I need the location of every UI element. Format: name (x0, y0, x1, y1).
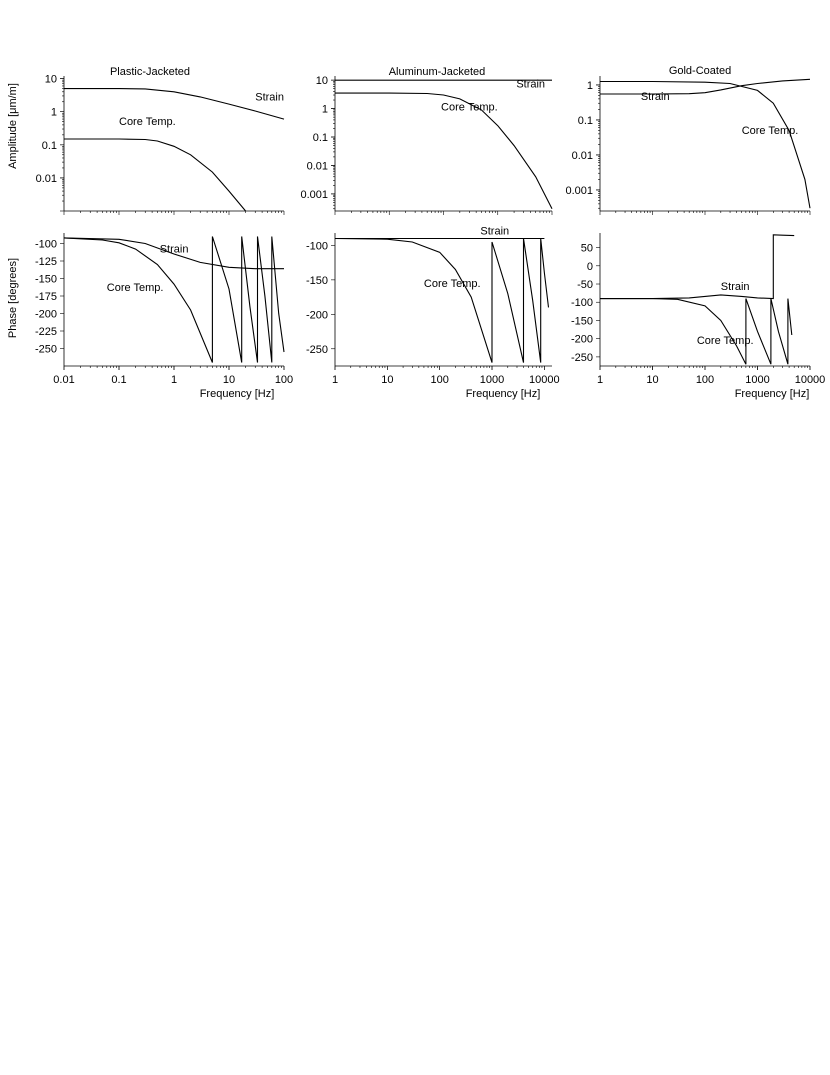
plastic-phase-panel: -100 -125 -150 -175 -200 -225 -250 0.01 0.1 1 10 10… (35, 233, 293, 386)
y-tick-label: -250 (35, 344, 57, 356)
y-tick-label: 0.01 (36, 173, 57, 185)
strain-annotation: Strain (516, 79, 545, 91)
y-tick-label: -250 (571, 352, 593, 364)
core-temp-annotation: Core Temp. (441, 102, 498, 114)
phase-y-axis-label: Phase [degrees] (7, 258, 19, 338)
core-temp-annotation: Core Temp. (107, 282, 164, 294)
aluminum-phase-panel: -100 -150 -200 -250 1 10 100 1000 10000 Strain Cor… (306, 225, 560, 386)
x-tick-label: 1 (332, 374, 338, 386)
x-tick-label: 1 (171, 374, 177, 386)
strain-annotation: Strain (255, 91, 284, 103)
y-tick-label: -200 (35, 309, 57, 321)
x-tick-label: 1000 (480, 374, 504, 386)
y-tick-label: 50 (581, 243, 593, 255)
x-tick-label: 100 (696, 374, 714, 386)
y-tick-label: -50 (577, 279, 593, 291)
x-tick-label: 100 (275, 374, 293, 386)
y-tick-label: 0 (587, 261, 593, 273)
y-tick-label: 0.1 (578, 115, 593, 127)
gold-x-axis-label: Frequency [Hz] (735, 388, 810, 400)
gold-amp-panel: 0.001 0.01 0.1 1 Gold-Coated Strain Core Temp. (565, 65, 811, 215)
y-tick-label: -100 (571, 297, 593, 309)
core-temp-annotation: Core Temp. (742, 125, 799, 137)
strain-curve (63, 237, 284, 270)
y-tick-label: 0.001 (565, 185, 593, 197)
y-tick-label: 0.1 (313, 132, 328, 144)
aluminum-x-axis-label: Frequency [Hz] (466, 388, 541, 400)
panel-title: Aluminum-Jacketed (389, 66, 486, 78)
x-tick-label: 10000 (529, 374, 560, 386)
y-tick-label: -200 (306, 309, 328, 321)
y-tick-label: 0.1 (42, 140, 57, 152)
plastic-amp-panel: 0.01 0.1 1 10 Plastic-Jacketed Strain Core Tem… (36, 66, 285, 215)
core-temp-annotation: Core Temp. (119, 116, 176, 128)
core-temp-curve (334, 237, 550, 363)
y-tick-label: -225 (35, 326, 57, 338)
strain-annotation: Strain (480, 225, 509, 237)
core-temp-curve (63, 236, 285, 363)
x-tick-label: 10 (223, 374, 235, 386)
x-tick-label: 0.01 (53, 374, 74, 386)
y-tick-label: -150 (35, 274, 57, 286)
x-tick-label: 0.1 (111, 374, 126, 386)
strain-curve (600, 234, 795, 300)
strain-curve (600, 78, 811, 95)
x-tick-label: 1 (597, 374, 603, 386)
gold-phase-panel: 50 0 -50 -100 -150 -200 -250 1 10 100 1000 10000 Str… (571, 233, 825, 386)
strain-annotation: Strain (641, 91, 670, 103)
y-tick-label: -150 (571, 315, 593, 327)
y-tick-label: 10 (316, 75, 328, 87)
core-temp-annotation: Core Temp. (697, 335, 754, 347)
y-tick-label: 0.01 (572, 150, 593, 162)
strain-annotation: Strain (721, 281, 750, 293)
y-tick-label: 1 (51, 107, 57, 119)
y-tick-label: 1 (587, 80, 593, 92)
core-temp-curve (600, 80, 811, 209)
aluminum-amp-panel: 0.001 0.01 0.1 1 10 Aluminum-Jacketed Strain Co… (300, 66, 553, 215)
x-tick-label: 10 (646, 374, 658, 386)
strain-annotation: Strain (160, 244, 189, 256)
core-temp-curve (64, 138, 247, 212)
y-tick-label: 10 (45, 74, 57, 86)
plastic-x-axis-label: Frequency [Hz] (200, 388, 275, 400)
y-tick-label: -150 (306, 275, 328, 287)
y-tick-label: -200 (571, 334, 593, 346)
x-tick-label: 10000 (795, 374, 826, 386)
panel-title: Gold-Coated (669, 65, 731, 77)
x-tick-label: 100 (430, 374, 448, 386)
core-temp-curve (600, 298, 793, 365)
y-tick-label: 0.01 (307, 160, 328, 172)
y-tick-label: -175 (35, 291, 57, 303)
y-tick-label: -250 (306, 344, 328, 356)
y-tick-label: 0.001 (300, 189, 328, 201)
strain-curve (64, 88, 285, 120)
y-tick-label: 1 (322, 104, 328, 116)
x-tick-label: 10 (381, 374, 393, 386)
core-temp-annotation: Core Temp. (424, 278, 481, 290)
core-temp-curve (335, 92, 553, 209)
panel-title: Plastic-Jacketed (110, 66, 190, 78)
x-tick-label: 1000 (745, 374, 769, 386)
y-tick-label: -125 (35, 256, 57, 268)
y-tick-label: -100 (35, 239, 57, 251)
amplitude-y-axis-label: Amplitude [μm/m] (7, 83, 19, 169)
y-tick-label: -100 (306, 240, 328, 252)
